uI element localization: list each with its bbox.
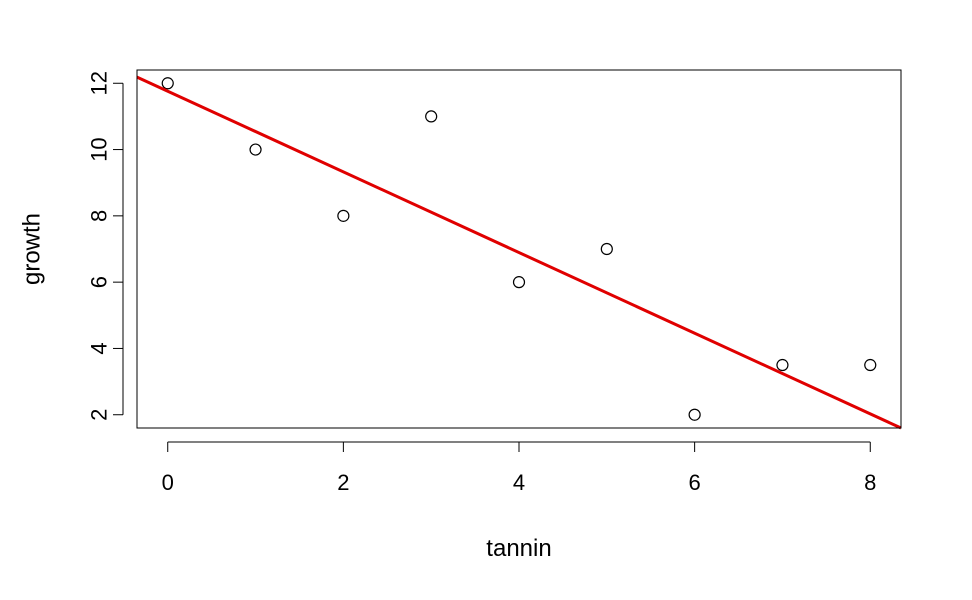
data-point: [512, 276, 526, 289]
y-tick-label: 10: [87, 137, 112, 161]
regression-line: [136, 75, 902, 430]
x-axis: 0 2 4 6 8: [162, 441, 876, 495]
y-tick-label: 8: [87, 210, 112, 222]
x-tick-label: 6: [689, 470, 701, 495]
data-point: [425, 110, 438, 123]
x-tick-label: 2: [337, 470, 349, 495]
y-axis-title: growth: [19, 213, 46, 285]
data-point: [600, 242, 613, 256]
data-point: [337, 209, 350, 222]
y-tick-label: 4: [87, 342, 112, 354]
x-tick-label: 8: [864, 470, 876, 495]
x-tick-label: 4: [513, 470, 525, 495]
data-points: [161, 77, 877, 421]
data-point: [161, 77, 174, 90]
data-point: [249, 143, 262, 156]
plot-frame: [136, 69, 902, 429]
y-tick-label: 2: [87, 409, 112, 421]
x-tick-label: 0: [162, 470, 174, 495]
y-axis: 2 4 6 8 10 12: [87, 71, 124, 421]
x-axis-title: tannin: [486, 535, 551, 562]
data-point: [688, 408, 701, 421]
y-tick-label: 6: [87, 276, 112, 288]
data-point: [864, 358, 877, 372]
y-tick-label: 12: [87, 71, 112, 95]
data-point: [776, 358, 789, 372]
